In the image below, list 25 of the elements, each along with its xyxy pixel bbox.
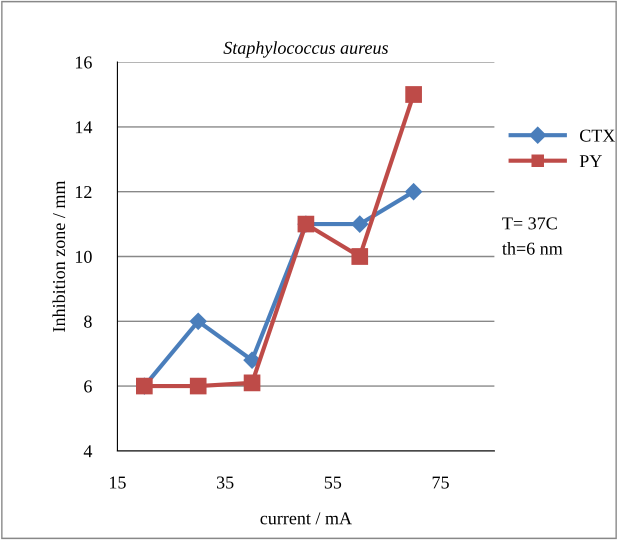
- legend-label: CTX: [580, 130, 616, 142]
- point: [351, 248, 368, 265]
- y-tick-label: 16: [76, 56, 92, 69]
- point: [190, 378, 207, 394]
- x-tick-label: 15: [110, 476, 126, 489]
- y-tick-label: 6: [84, 380, 92, 393]
- x-tick-label: 75: [432, 476, 449, 489]
- x-axis-title: current / mA: [260, 512, 352, 524]
- chart-title: Staphylococcus aureus: [223, 41, 388, 58]
- y-tick-label: 14: [76, 121, 92, 134]
- point: [190, 312, 207, 330]
- y-tick-label: 12: [76, 186, 92, 198]
- point: [351, 216, 368, 233]
- x-tick-label: 55: [324, 476, 342, 489]
- y-tick-label: 8: [84, 316, 92, 328]
- point: [244, 374, 260, 392]
- point: [405, 86, 422, 103]
- x-tick-label: 35: [216, 476, 234, 489]
- text: T= 37C: [502, 217, 557, 230]
- y-tick-label: 4: [84, 445, 92, 458]
- y-tick-label: 10: [76, 250, 92, 263]
- point: [405, 183, 422, 200]
- text: th=6 nm: [502, 242, 562, 255]
- y-axis-title: Inhibition zone / mm: [52, 180, 66, 332]
- legend-label: PY: [580, 155, 602, 168]
